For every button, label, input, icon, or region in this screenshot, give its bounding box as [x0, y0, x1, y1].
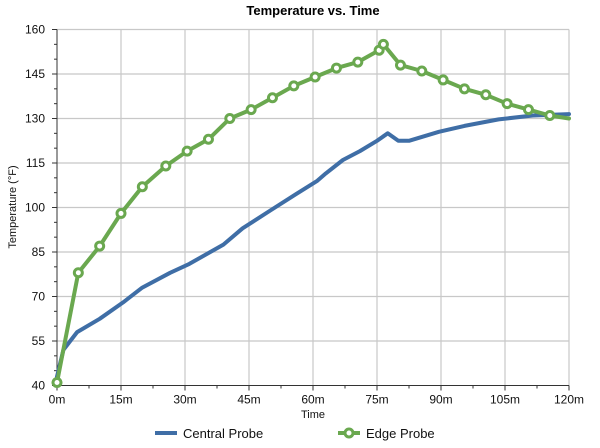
x-tick-label: 75m	[365, 393, 388, 407]
data-point-edge-probe	[352, 56, 364, 68]
x-tick-label: 0m	[49, 393, 66, 407]
data-point-edge-probe	[480, 89, 492, 101]
data-point-edge-probe	[309, 71, 321, 83]
legend-item-central-probe[interactable]: Central Probe	[155, 426, 263, 441]
data-point-edge-probe	[458, 83, 470, 95]
series-line-central-probe	[55, 112, 571, 379]
data-point-edge-probe	[288, 80, 300, 92]
legend-label-central-probe: Central Probe	[183, 426, 263, 441]
y-tick-label: 115	[26, 156, 45, 170]
x-tick-label: 105m	[490, 393, 520, 407]
legend-item-edge-probe[interactable]: Edge Probe	[338, 426, 435, 441]
data-point-edge-probe	[115, 207, 127, 219]
x-tick-label: 120m	[554, 393, 584, 407]
y-tick-label: 100	[25, 201, 45, 215]
data-point-edge-probe	[94, 240, 106, 252]
data-point-edge-probe	[416, 65, 428, 77]
data-point-edge-probe	[245, 104, 257, 116]
data-point-edge-probe	[51, 377, 63, 389]
x-tick-label: 15m	[109, 393, 132, 407]
series-layer	[51, 38, 571, 389]
data-point-edge-probe	[266, 92, 278, 104]
y-tick-label: 40	[32, 379, 46, 393]
data-point-edge-probe	[330, 62, 342, 74]
data-point-edge-probe	[160, 160, 172, 172]
data-point-edge-probe	[181, 145, 193, 157]
x-tick-label: 60m	[301, 393, 324, 407]
y-tick-label: 70	[32, 290, 46, 304]
chart-title: Temperature vs. Time	[246, 3, 379, 18]
data-point-edge-probe	[501, 98, 513, 110]
x-axis-label: Time	[301, 409, 325, 421]
y-tick-label: 85	[32, 245, 46, 259]
y-tick-label: 130	[25, 112, 45, 126]
data-point-edge-probe	[394, 59, 406, 71]
data-point-edge-probe	[136, 181, 148, 193]
grid	[57, 28, 570, 386]
legend-marker-edge-probe	[343, 427, 355, 439]
x-tick-label: 30m	[173, 393, 196, 407]
y-tick-label: 160	[25, 23, 45, 37]
y-axis-label: Temperature (°F)	[7, 165, 19, 248]
data-point-edge-probe	[544, 110, 556, 122]
legend-label-edge-probe: Edge Probe	[366, 426, 435, 441]
data-point-edge-probe	[72, 267, 84, 279]
x-tick-label: 45m	[237, 393, 260, 407]
y-tick-label: 145	[25, 67, 45, 81]
data-point-edge-probe	[202, 133, 214, 145]
data-point-edge-probe	[437, 74, 449, 86]
legend: Central Probe Edge Probe	[155, 426, 435, 441]
axes: 0m 15m 30m 45m 60m 75m 90m 105m 120m 40 55 70 85 100 1…	[25, 23, 584, 407]
x-tick-label: 90m	[429, 393, 452, 407]
y-tick-label: 55	[32, 334, 46, 348]
data-point-edge-probe	[224, 113, 236, 124]
data-point-edge-probe	[377, 38, 389, 50]
data-point-edge-probe	[522, 104, 534, 116]
